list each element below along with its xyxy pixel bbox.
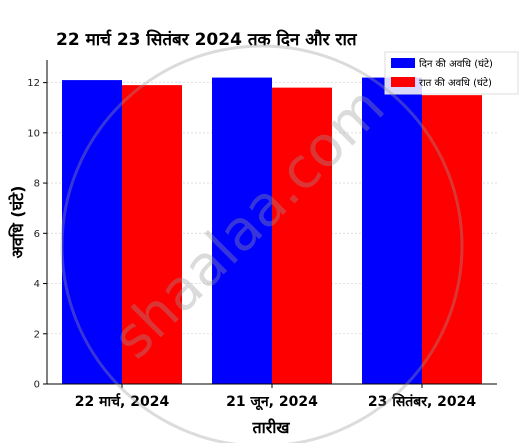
watermark-circle [60, 44, 464, 443]
x-axis-label: तारीख [251, 418, 290, 437]
y-ticks: 0 2 4 6 8 10 12 [27, 78, 47, 391]
bar-night-0 [122, 85, 182, 385]
y-axis-label: अवधि (घंटे) [8, 186, 27, 259]
legend-swatch-day [391, 58, 415, 68]
x-tick-label: 23 सितंबर, 2024 [368, 393, 477, 410]
x-tick-label: 22 मार्च, 2024 [75, 393, 170, 410]
y-tick-label: 6 [34, 229, 40, 240]
y-tick-label: 8 [34, 179, 40, 190]
legend-swatch-night [391, 77, 415, 87]
y-tick-label: 10 [27, 128, 40, 139]
y-tick-label: 0 [34, 380, 40, 391]
bar-day-2 [362, 77, 422, 385]
y-tick-label: 2 [34, 329, 40, 340]
bars [62, 77, 482, 385]
legend: दिन की अवधि (घंटे) रात की अवधि (घंटे) [384, 51, 519, 95]
y-tick-label: 4 [34, 279, 40, 290]
legend-label-day: दिन की अवधि (घंटे) [419, 58, 493, 70]
legend-label-night: रात की अवधि (घंटे) [419, 77, 492, 89]
x-ticks: 22 मार्च, 2024 21 जून, 2024 23 सितंबर, 202… [75, 384, 477, 411]
x-tick-label: 21 जून, 2024 [226, 394, 318, 411]
chart-title: 22 मार्च 23 सितंबर 2024 तक दिन और रात [56, 29, 358, 50]
y-tick-label: 12 [27, 78, 40, 89]
bar-night-1 [272, 87, 332, 385]
bar-night-2 [422, 95, 482, 385]
bar-day-1 [212, 77, 272, 385]
bar-day-0 [62, 80, 122, 385]
